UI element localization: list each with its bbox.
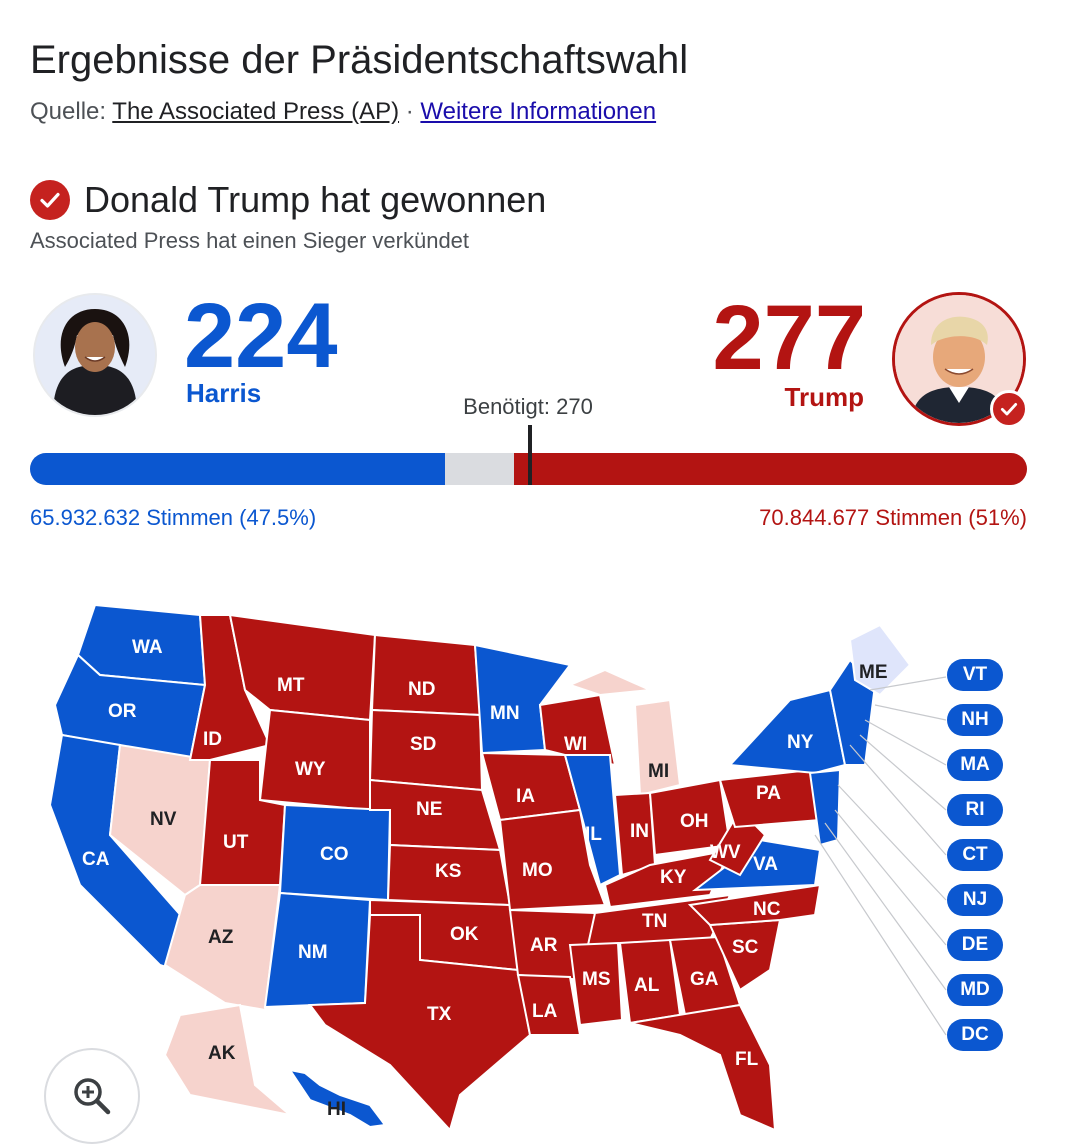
harris-avatar bbox=[33, 293, 157, 417]
winner-subtext: Associated Press hat einen Sieger verkün… bbox=[30, 228, 470, 253]
state-LA[interactable] bbox=[516, 973, 582, 1036]
zoom-in-button[interactable] bbox=[44, 1048, 140, 1144]
state-MI-upper[interactable] bbox=[567, 668, 654, 697]
state-IL[interactable] bbox=[563, 754, 622, 887]
label-FL: FL bbox=[735, 1049, 759, 1070]
needed-label: Benötigt: 270 bbox=[463, 394, 593, 419]
label-WV: WV bbox=[710, 842, 741, 863]
label-IL: IL bbox=[585, 824, 602, 845]
state-MS[interactable] bbox=[568, 941, 624, 1027]
label-SC: SC bbox=[732, 937, 759, 958]
source-prefix: Quelle: bbox=[30, 98, 107, 125]
pill-CT[interactable]: CT bbox=[947, 839, 1003, 871]
label-HI: HI bbox=[327, 1099, 346, 1120]
label-MN: MN bbox=[490, 703, 520, 724]
trump-bar-segment bbox=[513, 453, 1027, 485]
label-MO: MO bbox=[522, 860, 553, 881]
label-CA: CA bbox=[82, 849, 110, 870]
label-LA: LA bbox=[532, 1001, 558, 1022]
label-SD: SD bbox=[410, 734, 436, 755]
label-IN: IN bbox=[630, 821, 649, 842]
harris-bar-segment bbox=[30, 453, 446, 485]
needed-marker bbox=[528, 425, 533, 485]
label-ND: ND bbox=[408, 679, 435, 700]
pill-NJ[interactable]: NJ bbox=[947, 884, 1003, 916]
pill-DE[interactable]: DE bbox=[947, 929, 1003, 961]
more-info-link[interactable]: Weitere Informationen bbox=[420, 98, 657, 125]
state-TX[interactable] bbox=[308, 914, 532, 1132]
state-NJ-MD[interactable] bbox=[808, 768, 842, 847]
label-TX: TX bbox=[427, 1004, 452, 1025]
state-FL[interactable] bbox=[629, 1003, 777, 1132]
source-line: Quelle: The Associated Press (AP) · Weit… bbox=[30, 98, 656, 126]
label-NM: NM bbox=[298, 942, 328, 963]
label-CO: CO bbox=[320, 844, 349, 865]
harris-electoral-votes: 224 bbox=[184, 285, 338, 387]
label-ME: ME bbox=[859, 662, 888, 683]
label-MS: MS bbox=[582, 969, 611, 990]
pill-NH[interactable]: NH bbox=[947, 704, 1003, 736]
label-NE: NE bbox=[416, 799, 442, 820]
label-KS: KS bbox=[435, 861, 461, 882]
winner-heading: Donald Trump hat gewonnen bbox=[84, 179, 547, 220]
pill-VT[interactable]: VT bbox=[947, 659, 1003, 691]
pill-MA[interactable]: MA bbox=[947, 749, 1003, 781]
pill-RI[interactable]: RI bbox=[947, 794, 1003, 826]
state-MO[interactable] bbox=[498, 808, 607, 912]
label-UT: UT bbox=[223, 832, 249, 853]
label-NY: NY bbox=[787, 732, 814, 753]
small-state-connectors bbox=[814, 676, 947, 1036]
label-MI: MI bbox=[648, 761, 669, 782]
label-OR: OR bbox=[108, 701, 137, 722]
trump-popular-votes: 70.844.677 Stimmen (51%) bbox=[759, 505, 1027, 530]
state-HI[interactable] bbox=[287, 1068, 387, 1129]
label-AR: AR bbox=[530, 935, 558, 956]
pill-MD[interactable]: MD bbox=[947, 974, 1003, 1006]
label-TN: TN bbox=[642, 911, 667, 932]
label-OH: OH bbox=[680, 811, 709, 832]
state-ME[interactable] bbox=[848, 623, 912, 697]
harris-popular-votes: 65.932.632 Stimmen (47.5%) bbox=[30, 505, 317, 530]
state-MI[interactable] bbox=[633, 698, 682, 797]
harris-name: Harris bbox=[186, 378, 262, 408]
pill-DC[interactable]: DC bbox=[947, 1019, 1003, 1051]
source-link[interactable]: The Associated Press (AP) bbox=[112, 98, 400, 125]
state-NC[interactable] bbox=[687, 883, 822, 927]
label-MT: MT bbox=[277, 675, 305, 696]
winner-row: Donald Trump hat gewonnen bbox=[30, 178, 546, 222]
state-ND[interactable] bbox=[370, 633, 482, 717]
page-title: Ergebnisse der Präsidentschaftswahl bbox=[30, 38, 689, 82]
label-AL: AL bbox=[634, 975, 660, 996]
label-OK: OK bbox=[450, 924, 479, 945]
label-ID: ID bbox=[203, 729, 222, 750]
label-IA: IA bbox=[516, 786, 535, 807]
us-electoral-map[interactable]: WA OR CA NV ID MT WY UT AZ CO NM ND SD N… bbox=[40, 595, 1020, 1141]
label-WI: WI bbox=[564, 734, 587, 755]
state-AK[interactable] bbox=[163, 1003, 294, 1117]
label-NV: NV bbox=[150, 809, 177, 830]
label-WA: WA bbox=[132, 637, 163, 658]
label-VA: VA bbox=[753, 854, 778, 875]
trump-electoral-votes: 277 bbox=[712, 287, 867, 389]
label-GA: GA bbox=[690, 969, 719, 990]
check-circle-icon bbox=[30, 180, 70, 220]
label-AK: AK bbox=[208, 1043, 236, 1064]
trump-name: Trump bbox=[784, 382, 864, 412]
label-WY: WY bbox=[295, 759, 326, 780]
label-KY: KY bbox=[660, 867, 687, 888]
label-PA: PA bbox=[756, 783, 781, 804]
label-AZ: AZ bbox=[208, 927, 234, 948]
separator: · bbox=[405, 98, 414, 125]
label-NC: NC bbox=[753, 899, 781, 920]
zoom-in-icon bbox=[74, 1078, 111, 1115]
winner-check-icon bbox=[990, 390, 1028, 428]
